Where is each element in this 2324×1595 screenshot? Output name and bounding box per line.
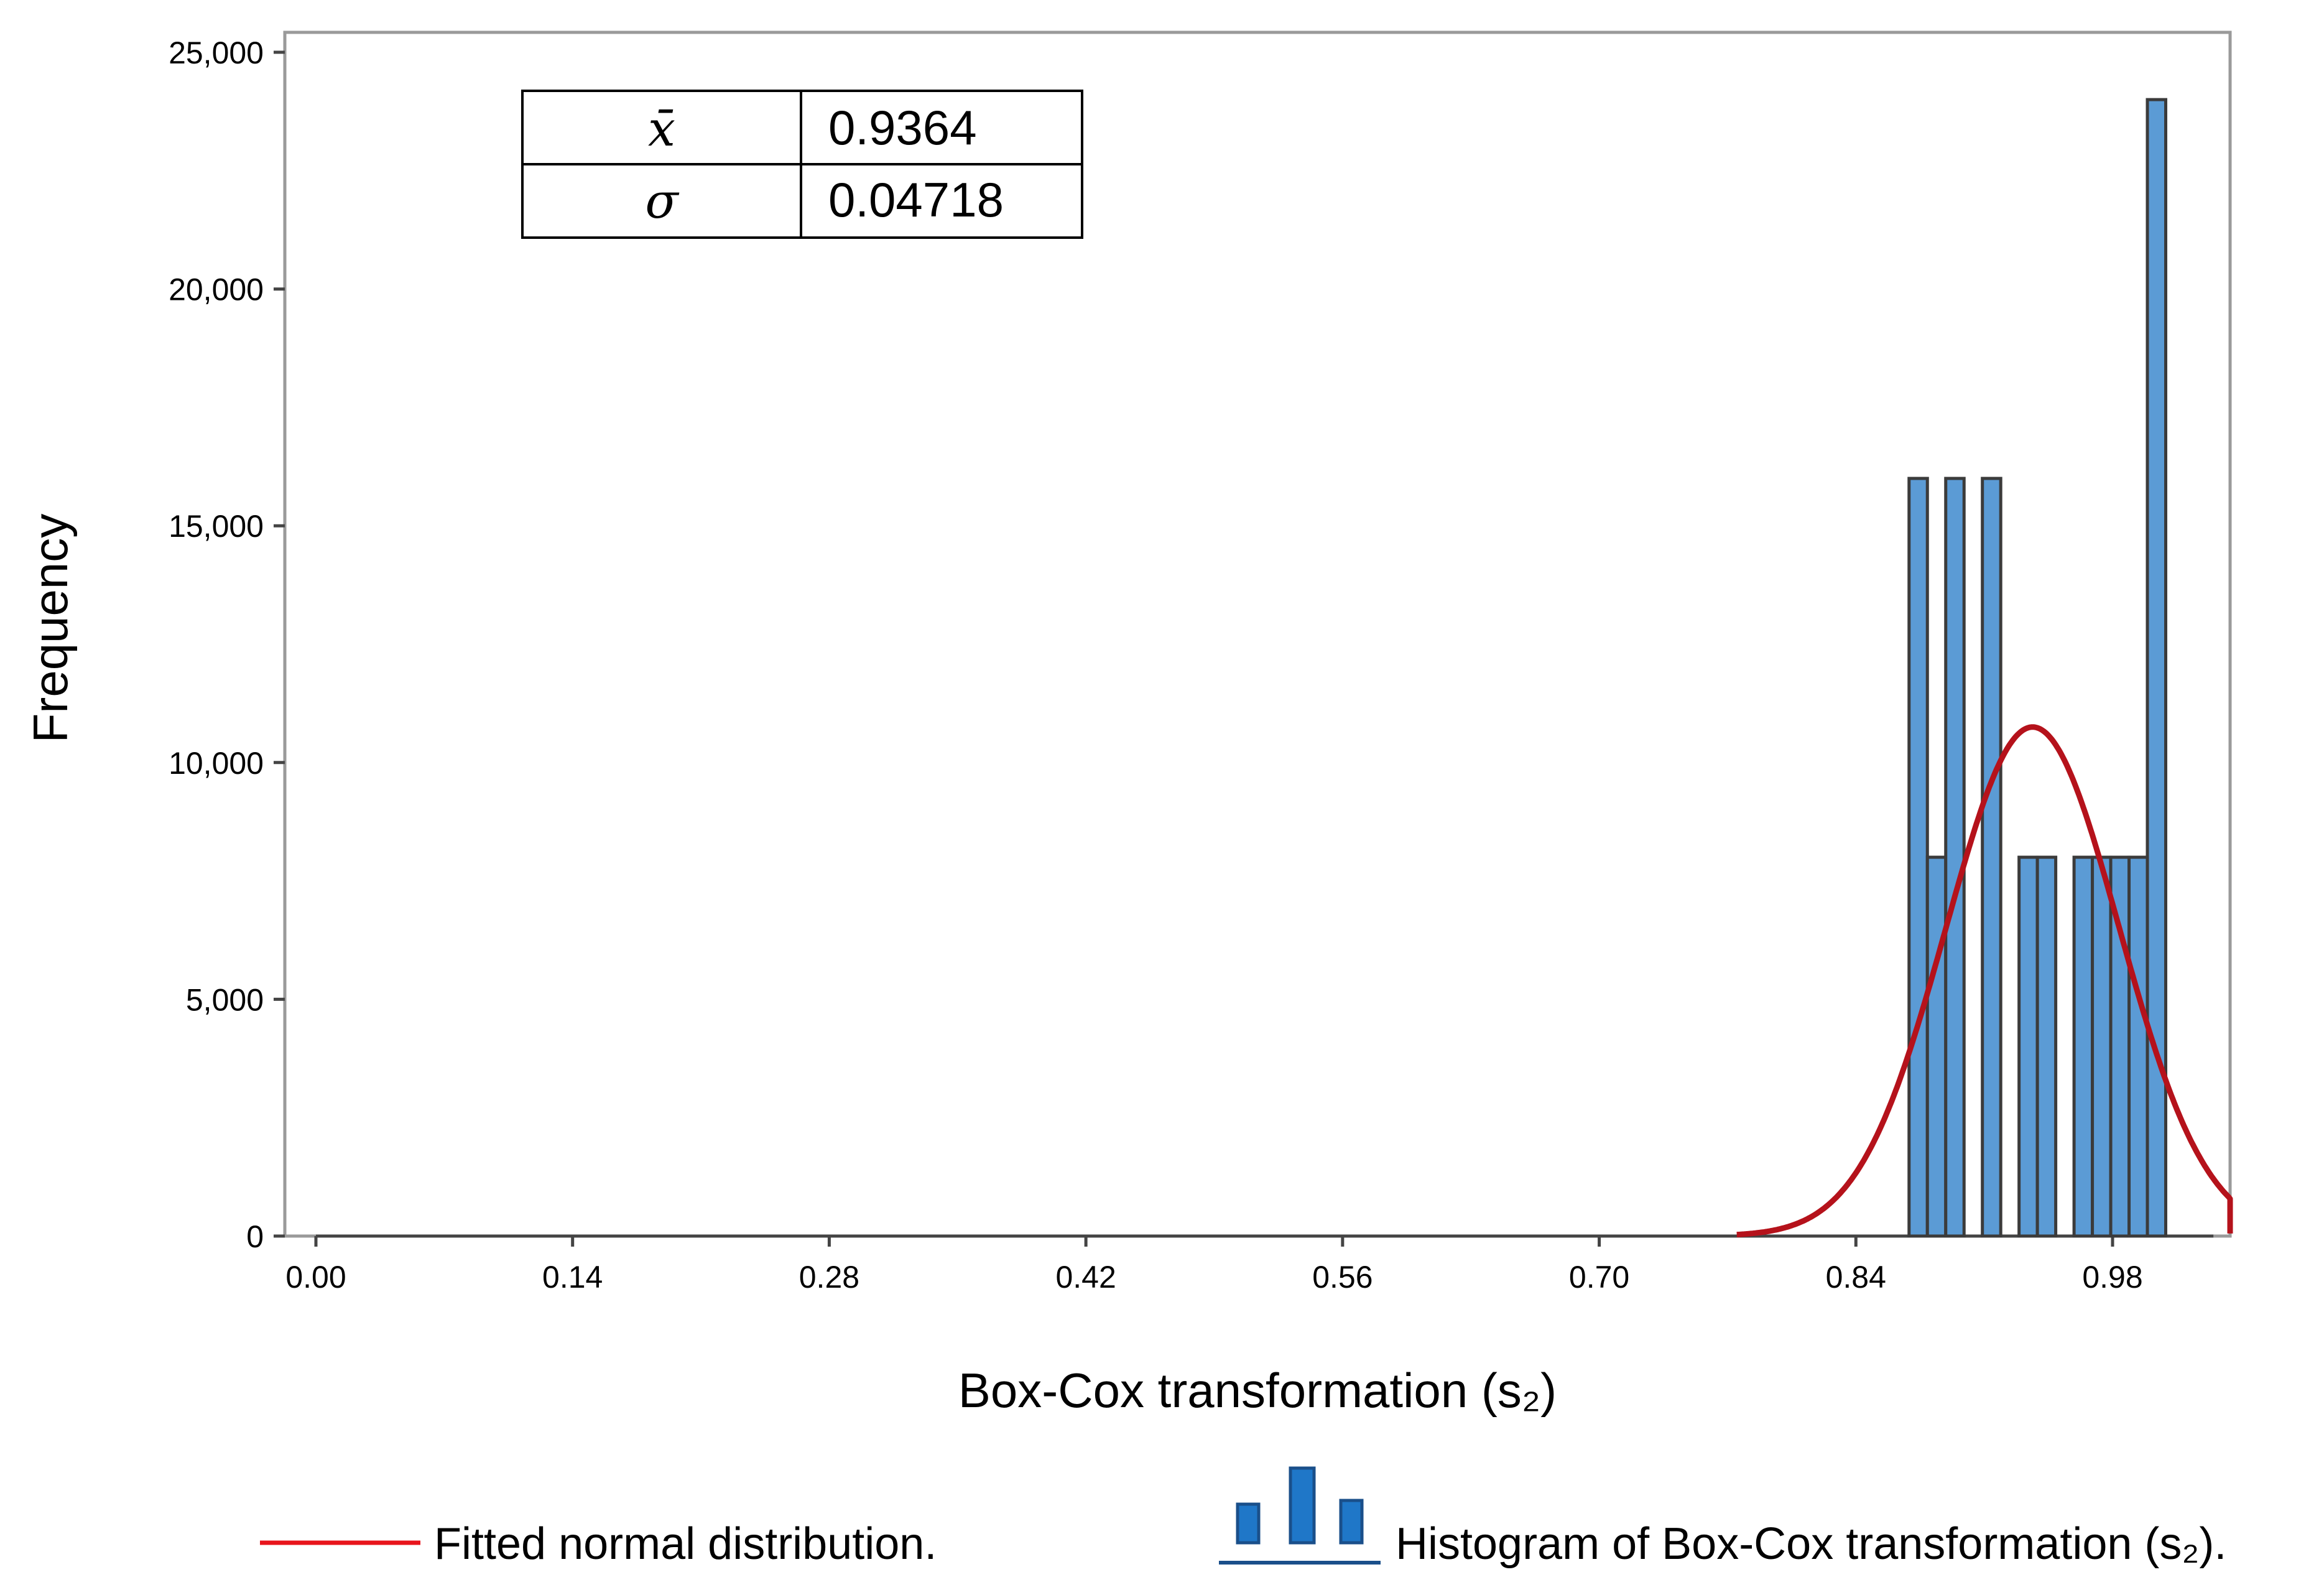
y-tick-label: 10,000 [169, 746, 264, 781]
histogram-bar [2091, 855, 2113, 1238]
histogram-bar [1981, 477, 2002, 1238]
x-tick-label: 0.14 [542, 1260, 603, 1295]
x-tick-label: 0.42 [1055, 1260, 1116, 1295]
y-tick-label: 25,000 [169, 35, 264, 70]
x-axis-title: Box-Cox transformation (s₂) [958, 1363, 1557, 1418]
histogram-bar [2017, 855, 2039, 1238]
histogram-bar [2072, 855, 2095, 1238]
y-axis-title: Frequency [23, 514, 78, 743]
x-tick-label: 0.56 [1312, 1260, 1373, 1295]
sigma-value: 0.04718 [828, 172, 1004, 227]
y-tick-label: 0 [246, 1219, 264, 1254]
sigma-symbol: σ [645, 174, 679, 230]
x-axis: 0.00 0.14 0.28 0.42 0.56 0.70 0.84 0.98 [285, 1236, 2143, 1295]
x-tick-label: 0.00 [285, 1260, 346, 1295]
mean-symbol: x̄ [648, 101, 675, 157]
x-tick-label: 0.28 [799, 1260, 859, 1295]
legend-fitted-label: Fitted normal distribution. [434, 1519, 937, 1569]
x-tick-label: 0.84 [1826, 1260, 1886, 1295]
histogram-bar [2035, 855, 2058, 1238]
histogram-bar [2146, 98, 2167, 1238]
stats-table: x̄ 0.9364 σ 0.04718 [521, 90, 1083, 239]
legend-histogram-label: Histogram of Box-Cox transformation (s₂)… [1396, 1519, 2226, 1569]
mean-value: 0.9364 [828, 100, 977, 155]
x-tick-label: 0.70 [1569, 1260, 1629, 1295]
y-axis: 0 5,000 10,000 15,000 20,000 25,000 [169, 35, 285, 1254]
histogram-bar [1907, 477, 1929, 1238]
histogram-bar [2127, 855, 2149, 1238]
histogram-bar [1944, 477, 1966, 1238]
histogram-icon [1219, 1466, 1381, 1565]
y-tick-label: 20,000 [169, 272, 264, 307]
histogram-bar [1925, 855, 1948, 1238]
y-tick-label: 5,000 [186, 982, 264, 1017]
x-tick-label: 0.98 [2082, 1260, 2142, 1295]
legend: Fitted normal distribution. Histogram of… [260, 1466, 2226, 1569]
fitted-normal-curve [1735, 724, 2233, 1238]
y-tick-label: 15,000 [169, 509, 264, 544]
histogram-bars [1907, 98, 2167, 1238]
